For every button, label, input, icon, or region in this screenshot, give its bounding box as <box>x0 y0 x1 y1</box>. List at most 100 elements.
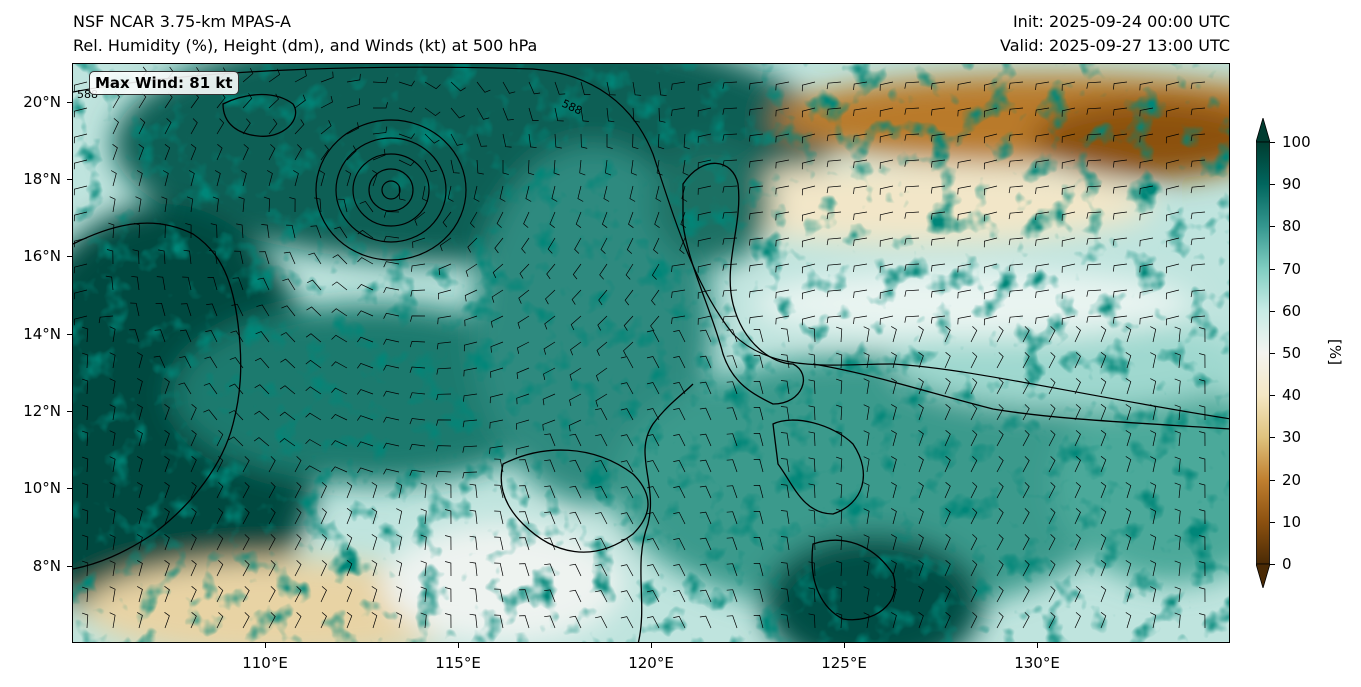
colorbar-max-extend <box>1256 118 1270 143</box>
wind-barb <box>137 586 143 603</box>
wind-barb <box>242 482 250 499</box>
wind-barb <box>595 393 608 407</box>
wind-barb <box>1174 326 1181 343</box>
wind-barb <box>722 289 738 297</box>
wind-barb <box>109 196 116 213</box>
wind-barb <box>646 616 660 629</box>
wind-barb <box>1035 237 1050 247</box>
wind-barb <box>620 590 634 603</box>
wind-barb <box>231 303 244 317</box>
wind-barb <box>646 460 660 473</box>
wind-barb <box>780 588 790 603</box>
wind-barb <box>722 81 738 89</box>
wind-barb <box>320 96 333 109</box>
wind-barb <box>137 430 143 447</box>
wind-barb <box>279 385 296 395</box>
wind-barb <box>383 364 400 371</box>
wind-barb <box>450 107 465 119</box>
wind-barb <box>569 393 582 406</box>
wind-barb <box>190 404 197 421</box>
wind-barb <box>775 211 790 221</box>
wind-barb <box>624 289 634 306</box>
wind-barb <box>420 586 427 603</box>
wind-barb <box>1199 405 1206 421</box>
wind-barb <box>1074 456 1081 473</box>
wind-barb <box>216 430 224 447</box>
wind-barb <box>1199 561 1206 577</box>
wind-barb <box>726 381 738 395</box>
wind-barb <box>891 560 897 577</box>
wind-barb <box>1125 404 1132 421</box>
wind-barb <box>620 408 634 421</box>
wind-barb <box>996 430 1004 447</box>
wind-barb <box>753 381 764 395</box>
wind-barb <box>606 107 615 123</box>
wind-barb <box>748 133 764 142</box>
wind-barb <box>476 81 491 93</box>
wind-barb <box>216 586 224 603</box>
wind-barb <box>1139 133 1154 143</box>
wind-barb <box>753 355 764 369</box>
wind-barb <box>835 612 843 629</box>
wind-barb <box>1008 81 1024 90</box>
wind-barb <box>722 211 738 219</box>
wind-barb <box>320 534 327 551</box>
wind-barb <box>254 357 270 369</box>
wind-barb <box>1022 352 1030 369</box>
wind-barb <box>970 430 978 447</box>
wind-barb <box>1150 560 1157 577</box>
wind-barb <box>863 586 870 603</box>
wind-barb <box>203 409 218 421</box>
wind-barb <box>697 81 712 91</box>
wind-barb <box>623 315 634 331</box>
wind-barb <box>1008 263 1024 272</box>
wind-barb <box>73 159 88 170</box>
wind-barb <box>547 237 556 254</box>
wind-barb <box>620 616 634 629</box>
wind-barb <box>863 404 870 421</box>
wind-barb <box>569 589 582 603</box>
wind-barb <box>753 537 764 551</box>
lon-tick-label: 115°E <box>435 654 481 672</box>
wind-barb <box>346 586 353 603</box>
wind-barb <box>632 133 639 150</box>
wind-barb <box>422 185 429 202</box>
wind-barb <box>73 315 88 326</box>
wind-barb <box>439 237 452 252</box>
wind-barb <box>320 482 327 499</box>
wind-barb <box>294 119 305 135</box>
wind-barb <box>182 276 192 291</box>
wind-barb <box>331 413 348 421</box>
wind-barb <box>409 443 426 451</box>
lon-tick-label: 125°E <box>821 654 867 672</box>
wind-barb <box>445 613 452 629</box>
wind-barb <box>1061 263 1076 273</box>
wind-barb <box>164 404 170 421</box>
wind-barb <box>294 456 302 473</box>
wind-barb <box>279 411 296 421</box>
wind-barb <box>190 534 197 551</box>
wind-barb <box>490 367 504 378</box>
wind-barb <box>853 185 868 195</box>
wind-barb <box>320 508 327 525</box>
wind-barb <box>371 612 378 629</box>
wind-barb <box>835 430 843 447</box>
wind-barb <box>722 133 738 141</box>
wind-barb <box>944 560 951 577</box>
wind-barb <box>494 562 504 577</box>
wind-barb <box>396 612 403 629</box>
wind-barb <box>502 81 516 94</box>
wind-barb <box>863 612 870 629</box>
wind-barb <box>254 410 270 421</box>
wind-barb <box>726 407 738 421</box>
wind-barb <box>722 107 738 115</box>
wind-barb <box>918 404 924 421</box>
wind-barb <box>334 226 348 239</box>
wind-barb <box>420 534 427 551</box>
wind-barb <box>673 356 686 369</box>
wind-barb <box>970 612 978 629</box>
wind-barb <box>1048 352 1056 369</box>
wind-barb <box>996 534 1004 551</box>
wind-barb <box>944 430 951 447</box>
wind-barb <box>904 133 920 141</box>
